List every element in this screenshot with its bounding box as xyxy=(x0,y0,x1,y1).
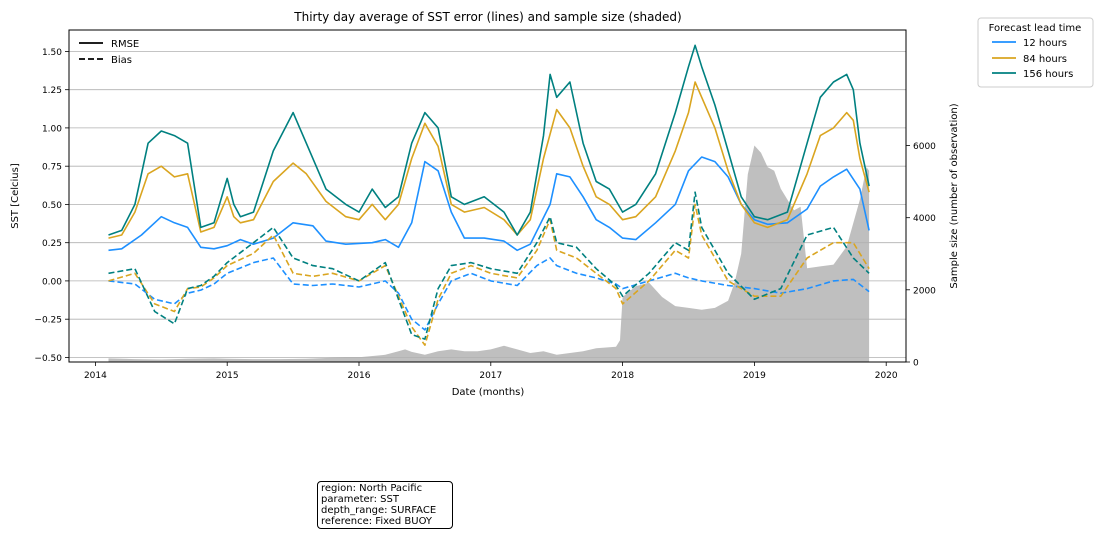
style-legend: RMSE Bias xyxy=(79,39,139,66)
legend-12h-label: 12 hours xyxy=(1023,38,1067,49)
x-tick-label: 2014 xyxy=(84,371,107,381)
x-tick-label: 2020 xyxy=(875,371,898,381)
info-parameter: parameter: SST xyxy=(321,494,399,505)
series-legend-title: Forecast lead time xyxy=(989,23,1082,34)
rmse-line-156-hours xyxy=(108,44,870,236)
x-axis: 2014 2015 2016 2017 2018 2019 2020 xyxy=(84,362,898,381)
legend-84h-label: 84 hours xyxy=(1023,54,1067,65)
y-axis-left: −0.50 −0.25 0.00 0.25 0.50 0.75 1.00 1.25 1.50 xyxy=(34,48,69,364)
info-reference: reference: Fixed BUOY xyxy=(321,516,433,527)
sample-size-layer xyxy=(108,145,870,362)
y-tick-label: 0.50 xyxy=(42,201,62,211)
x-tick-label: 2019 xyxy=(743,371,766,381)
y2-tick-label: 2000 xyxy=(913,286,936,296)
y2-tick-label: 6000 xyxy=(913,142,936,152)
y-tick-label: 1.50 xyxy=(42,48,62,58)
y-tick-label: 1.25 xyxy=(42,86,62,96)
info-depth-range: depth_range: SURFACE xyxy=(321,505,437,516)
series-legend-frame xyxy=(977,17,1094,88)
rmse-line-12-hours xyxy=(108,156,870,252)
y-tick-label: 1.00 xyxy=(42,124,62,134)
x-tick-label: 2015 xyxy=(216,371,239,381)
x-tick-label: 2017 xyxy=(479,371,502,381)
x-axis-label: Date (months) xyxy=(452,387,525,398)
rmse-line-84-hours xyxy=(108,81,870,239)
chart-title: Thirty day average of SST error (lines) … xyxy=(293,10,681,24)
y2-axis-label: Sample size (number of observation) xyxy=(949,103,960,288)
legend-rmse-label: RMSE xyxy=(111,39,139,50)
bias-line-156-hours xyxy=(108,191,870,340)
x-tick-label: 2016 xyxy=(348,371,371,381)
y-axis-label: SST [Celcius] xyxy=(10,163,21,229)
y-tick-label: −0.25 xyxy=(34,316,62,326)
legend-156h-label: 156 hours xyxy=(1023,69,1073,80)
bias-line-84-hours xyxy=(108,203,870,346)
y-tick-label: 0.25 xyxy=(42,239,62,249)
plot-frame xyxy=(68,29,907,363)
metadata-info-box: region: North Pacific parameter: SST dep… xyxy=(317,481,453,529)
y-tick-label: 0.75 xyxy=(42,163,62,173)
series-layer xyxy=(108,44,870,346)
legend-bias-label: Bias xyxy=(111,55,132,66)
series-legend: Forecast lead time 12 hours 84 hours 156… xyxy=(977,17,1094,88)
y-tick-label: 0.00 xyxy=(42,277,62,287)
bias-line-12-hours xyxy=(108,257,870,331)
y2-tick-label: 0 xyxy=(913,359,919,369)
info-region: region: North Pacific xyxy=(321,483,423,494)
y2-tick-label: 4000 xyxy=(913,214,936,224)
y-axis-right: 0 2000 4000 6000 xyxy=(906,142,936,369)
x-tick-label: 2018 xyxy=(611,371,634,381)
y-tick-label: −0.50 xyxy=(34,354,62,364)
sample-size-area xyxy=(108,145,870,362)
